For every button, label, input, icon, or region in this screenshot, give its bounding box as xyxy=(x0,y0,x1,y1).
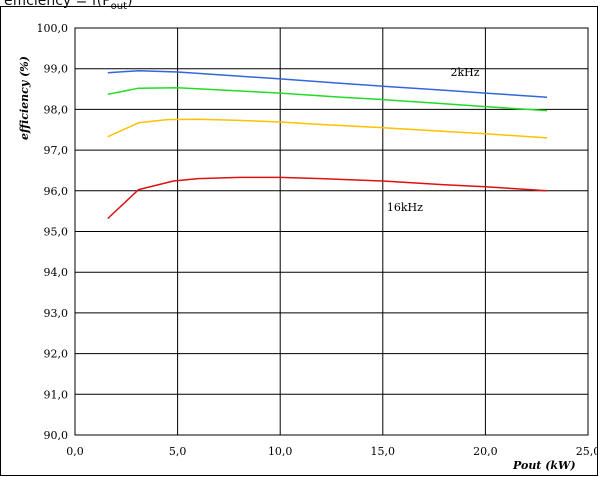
chart-frame: 90,0 91,0 92,0 93,0 94,0 95,0 96,0 97,0 98,0 99,0… xyxy=(0,6,598,476)
x-tick-label: 25,0 xyxy=(576,445,597,458)
series-annotation: 2kHz xyxy=(451,66,480,79)
y-tick-label: 98,0 xyxy=(44,103,69,116)
y-tick-label: 94,0 xyxy=(44,266,69,279)
plot-area xyxy=(74,27,589,436)
x-tick-label: 20,0 xyxy=(473,445,498,458)
x-tick-label: 5,0 xyxy=(169,445,187,458)
y-tick-label: 95,0 xyxy=(44,226,69,239)
series-line-1 xyxy=(107,69,548,98)
y-tick-label: 90,0 xyxy=(44,429,69,442)
x-tick-label: 0,0 xyxy=(66,445,84,458)
y-tick-label: 93,0 xyxy=(44,307,69,320)
x-axis-label: Pout (kW) xyxy=(512,459,576,472)
y-tick-label: 92,0 xyxy=(44,348,69,361)
y-tick-label: 97,0 xyxy=(44,144,69,157)
y-tick-label: 91,0 xyxy=(44,388,69,401)
gridlines xyxy=(75,28,588,435)
series-annotation: 16kHz xyxy=(387,201,423,214)
y-axis-label: efficiency (%) xyxy=(18,56,31,140)
tick-labels: 90,0 91,0 92,0 93,0 94,0 95,0 96,0 97,0 98,0 99,0… xyxy=(37,22,598,458)
x-tick-label: 15,0 xyxy=(371,445,396,458)
y-tick-label: 99,0 xyxy=(44,63,69,76)
series-lines xyxy=(107,69,548,220)
series-line-3 xyxy=(107,118,548,139)
x-tick-label: 10,0 xyxy=(268,445,293,458)
efficiency-chart: 90,0 91,0 92,0 93,0 94,0 95,0 96,0 97,0 98,0 99,0… xyxy=(18,22,598,472)
y-tick-label: 96,0 xyxy=(44,185,69,198)
series-line-2 xyxy=(107,87,548,112)
series-line-4 xyxy=(107,176,548,220)
annotations: 2kHz 16kHz xyxy=(387,66,480,214)
y-tick-label: 100,0 xyxy=(37,22,69,35)
